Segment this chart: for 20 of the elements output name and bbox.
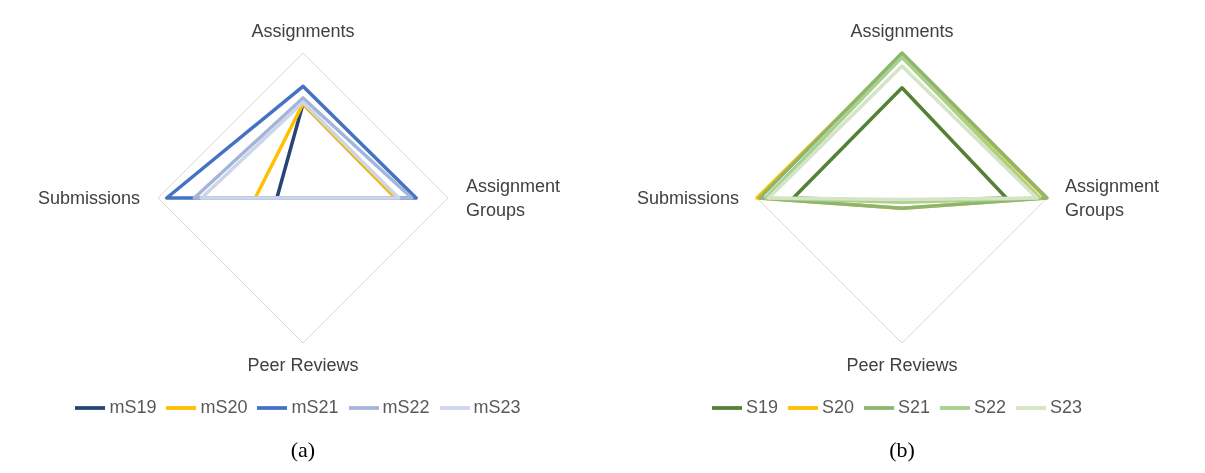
legend-label: mS23 — [473, 396, 521, 417]
legend-label: S20 — [821, 396, 854, 417]
spoke-label: Submissions — [636, 188, 739, 208]
legend-label: S23 — [1050, 396, 1083, 417]
spoke-label: Peer Reviews — [247, 355, 359, 375]
legend-label: mS22 — [382, 396, 430, 417]
legend-label: S21 — [897, 396, 931, 417]
spoke-label: Assignment Groups — [1065, 176, 1160, 220]
text: (b) — [888, 437, 916, 463]
spoke-label: Assignment Groups — [466, 176, 561, 220]
spoke-label: Assignments — [251, 21, 355, 41]
legend-label: S22 — [974, 396, 1007, 417]
legend-label: mS19 — [109, 396, 157, 417]
spoke-label: Peer Reviews — [846, 355, 958, 375]
legend-label: mS21 — [291, 396, 339, 417]
spoke-label: Submissions — [37, 188, 140, 208]
legend-label: mS20 — [200, 396, 248, 417]
text: (a) — [289, 437, 317, 463]
legend-label: S19 — [745, 396, 778, 417]
spoke-label: Assignments — [850, 21, 954, 41]
